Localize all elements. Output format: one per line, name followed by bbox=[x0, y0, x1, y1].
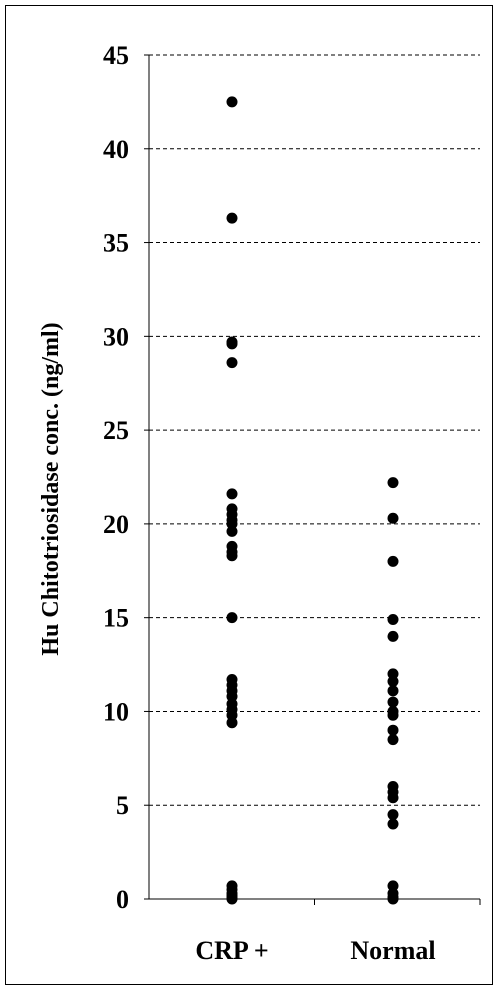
data-point bbox=[226, 96, 238, 108]
y-tick-label: 40 bbox=[103, 135, 129, 164]
y-tick-label: 0 bbox=[116, 885, 129, 914]
x-category-label: Normal bbox=[350, 936, 435, 965]
data-point bbox=[387, 555, 399, 567]
data-point bbox=[387, 809, 399, 821]
data-point bbox=[387, 614, 399, 626]
y-tick-label: 10 bbox=[103, 697, 129, 726]
y-tick-label: 45 bbox=[103, 41, 129, 70]
y-tick-label: 15 bbox=[103, 604, 129, 633]
x-category-label: CRP + bbox=[195, 936, 268, 965]
data-point bbox=[387, 818, 399, 830]
data-point bbox=[387, 709, 399, 721]
data-point bbox=[226, 612, 238, 624]
data-point bbox=[226, 357, 238, 369]
chart-frame: 0 5 10 15 20 25 30 35 40 45 CRP + Normal Hu Chitot… bbox=[5, 5, 493, 985]
data-point bbox=[387, 477, 399, 489]
data-point bbox=[226, 893, 238, 905]
y-tick-label: 20 bbox=[103, 510, 129, 539]
data-points bbox=[226, 96, 399, 905]
y-tick-label: 30 bbox=[103, 322, 129, 351]
axes bbox=[144, 54, 481, 905]
data-point bbox=[387, 512, 399, 524]
scatter-chart: 0 5 10 15 20 25 30 35 40 45 CRP + Normal Hu Chitot… bbox=[38, 41, 481, 965]
data-point bbox=[226, 525, 238, 537]
y-axis-label: Hu Chitotriosidase conc. (ng/ml) bbox=[38, 322, 64, 655]
data-point bbox=[226, 717, 238, 729]
data-point bbox=[387, 724, 399, 736]
y-tick-label: 5 bbox=[116, 791, 129, 820]
data-point bbox=[387, 893, 399, 905]
y-tick-label: 25 bbox=[103, 416, 129, 445]
gridlines bbox=[149, 54, 480, 806]
data-point bbox=[226, 212, 238, 224]
data-point bbox=[387, 675, 399, 687]
data-point bbox=[387, 696, 399, 708]
data-point bbox=[387, 630, 399, 642]
data-point bbox=[226, 550, 238, 562]
x-category-labels: CRP + Normal bbox=[195, 936, 435, 965]
y-tick-labels: 0 5 10 15 20 25 30 35 40 45 bbox=[103, 41, 129, 914]
data-point bbox=[226, 338, 238, 350]
y-tick-label: 35 bbox=[103, 229, 129, 258]
data-point bbox=[387, 734, 399, 746]
data-point bbox=[387, 792, 399, 804]
data-point bbox=[387, 685, 399, 697]
data-point bbox=[226, 488, 238, 500]
